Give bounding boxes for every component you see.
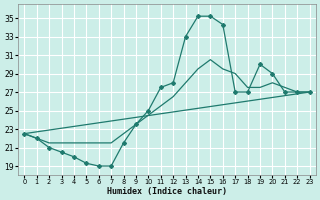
X-axis label: Humidex (Indice chaleur): Humidex (Indice chaleur): [107, 187, 227, 196]
